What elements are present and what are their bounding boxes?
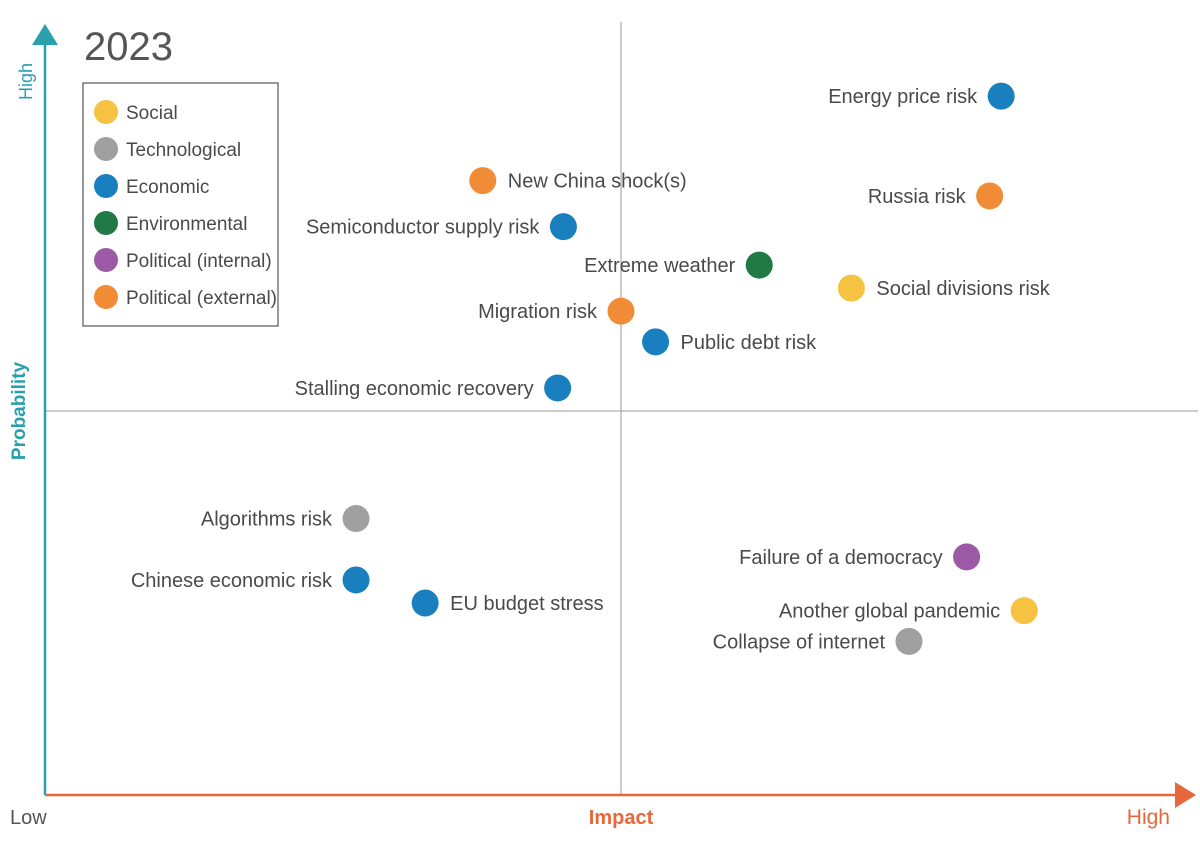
legend-label: Political (external) — [126, 288, 277, 309]
point-marker — [549, 213, 577, 241]
point-label: Another global pandemic — [779, 601, 1000, 623]
legend-box — [82, 82, 279, 327]
data-point: Energy price risk — [828, 82, 1015, 110]
legend-label: Technological — [126, 140, 241, 161]
point-marker — [411, 589, 439, 617]
data-point: Another global pandemic — [779, 597, 1038, 625]
point-label: Algorithms risk — [201, 509, 333, 531]
data-point: Semiconductor supply risk — [306, 213, 577, 241]
point-label: Collapse of internet — [713, 631, 886, 653]
data-point: Social divisions risk — [837, 274, 1051, 302]
point-label: Social divisions risk — [876, 278, 1050, 300]
point-marker — [953, 543, 981, 571]
point-marker — [745, 251, 773, 279]
data-point: Chinese economic risk — [131, 566, 370, 594]
data-points: Energy price risk New China shock(s) Russi… — [131, 82, 1051, 655]
data-point: Algorithms risk — [201, 505, 370, 533]
legend-item: Economic — [94, 174, 209, 198]
legend-swatch — [94, 248, 118, 272]
legend-swatch — [94, 100, 118, 124]
legend-item: Political (internal) — [94, 248, 272, 272]
point-label: Extreme weather — [584, 255, 736, 277]
legend: Social Technological Economic Environmental… — [82, 82, 279, 327]
data-point: Failure of a democracy — [739, 543, 981, 571]
legend-item: Political (external) — [94, 285, 277, 309]
point-marker — [837, 274, 865, 302]
point-label: Failure of a democracy — [739, 547, 942, 569]
x-axis-low-label: Low — [10, 807, 47, 829]
point-marker — [642, 328, 670, 356]
data-point: Public debt risk — [642, 328, 818, 356]
data-point: Russia risk — [868, 182, 1004, 210]
point-label: Energy price risk — [828, 86, 978, 108]
point-marker — [976, 182, 1004, 210]
x-axis-arrow-icon — [1175, 782, 1196, 808]
point-marker — [607, 297, 635, 325]
legend-swatch — [94, 285, 118, 309]
point-label: Public debt risk — [681, 332, 818, 354]
data-point: Stalling economic recovery — [295, 374, 572, 402]
point-marker — [469, 167, 497, 195]
data-point: Extreme weather — [584, 251, 773, 279]
legend-label: Environmental — [126, 214, 247, 235]
y-axis-high-label: High — [16, 63, 36, 100]
point-marker — [544, 374, 572, 402]
point-label: EU budget stress — [450, 593, 603, 615]
legend-swatch — [94, 174, 118, 198]
legend-label: Social — [126, 103, 178, 124]
point-marker — [895, 627, 923, 655]
x-axis-high-label: High — [1127, 806, 1170, 829]
point-marker — [342, 505, 370, 533]
legend-item: Technological — [94, 137, 241, 161]
point-label: Chinese economic risk — [131, 570, 333, 592]
chart-title: 2023 — [84, 25, 173, 69]
legend-item: Environmental — [94, 211, 247, 235]
legend-item: Social — [94, 100, 178, 124]
data-point: New China shock(s) — [469, 167, 687, 195]
data-point: EU budget stress — [411, 589, 604, 617]
point-marker — [342, 566, 370, 594]
point-marker — [987, 82, 1015, 110]
point-label: Russia risk — [868, 186, 967, 208]
legend-swatch — [94, 211, 118, 235]
legend-swatch — [94, 137, 118, 161]
x-axis-title: Impact — [589, 807, 654, 829]
y-axis-arrow-icon — [32, 24, 58, 45]
legend-label: Economic — [126, 177, 209, 198]
data-point: Migration risk — [478, 297, 635, 325]
point-marker — [1010, 597, 1038, 625]
data-point: Collapse of internet — [713, 627, 923, 655]
legend-label: Political (internal) — [126, 251, 272, 272]
point-label: New China shock(s) — [508, 171, 687, 193]
y-axis-title: Probability — [9, 361, 30, 460]
point-label: Migration risk — [478, 301, 598, 323]
point-label: Semiconductor supply risk — [306, 217, 540, 239]
point-label: Stalling economic recovery — [295, 378, 534, 400]
